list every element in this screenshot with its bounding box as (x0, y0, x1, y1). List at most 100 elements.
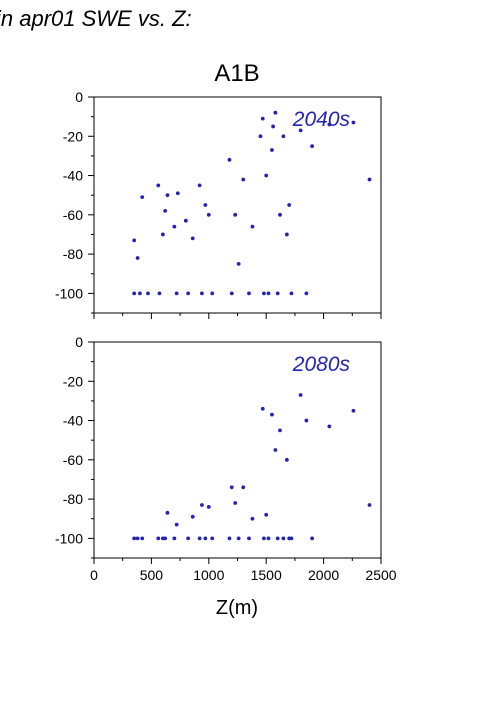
data-point (310, 536, 315, 541)
data-point (165, 193, 170, 198)
panel-2: 0 -20 -40 -60 -80 -100 2080s (55, 334, 382, 564)
data-point (304, 418, 309, 423)
data-point (262, 536, 266, 541)
data-point (172, 536, 177, 541)
data-point (278, 212, 282, 217)
data-point (175, 191, 180, 196)
panel-1: 0 -20 -40 -60 -80 -100 2040s (55, 89, 382, 319)
chart-title: A1B (214, 60, 259, 87)
panel-label: 2040s (292, 108, 351, 131)
data-point (310, 144, 315, 148)
y-tick-label: 0 (75, 334, 83, 350)
data-point (264, 512, 269, 517)
data-point (262, 291, 266, 296)
x-tick-label: 0 (90, 567, 98, 583)
data-point (351, 120, 356, 125)
data-point (258, 134, 263, 139)
data-point (140, 195, 145, 200)
x-tick-label: 1500 (251, 567, 282, 583)
y-tick-label: -80 (63, 246, 83, 262)
data-point (229, 485, 234, 490)
panel-label: 2080s (292, 353, 351, 376)
data-point (284, 457, 289, 462)
y-tick-label: -40 (63, 413, 83, 429)
data-point (157, 291, 162, 296)
data-point (174, 522, 179, 527)
data-point (367, 503, 372, 507)
data-point (190, 514, 195, 519)
data-point (367, 177, 372, 182)
data-point (236, 262, 241, 266)
data-point (233, 212, 238, 217)
data-point (156, 536, 161, 541)
data-point (289, 291, 294, 296)
data-point (327, 122, 332, 127)
y-tick-label: -40 (63, 168, 83, 184)
y-tick-label: -60 (63, 207, 83, 223)
data-point (250, 224, 255, 229)
y-tick-label: -80 (63, 491, 83, 507)
data-point (327, 424, 332, 429)
data-point (260, 116, 265, 121)
y-tick-label: 0 (75, 89, 83, 105)
data-point (278, 428, 282, 433)
data-point (236, 536, 241, 541)
data-point (132, 238, 137, 243)
y-tick-label: -20 (63, 128, 83, 144)
data-point (298, 393, 303, 397)
data-point (247, 291, 251, 296)
data-point (146, 291, 150, 296)
data-point (266, 291, 271, 296)
data-point (241, 485, 246, 490)
data-point (163, 536, 168, 541)
data-point (197, 536, 202, 541)
y-tick-label: -60 (63, 452, 83, 468)
data-point (186, 291, 191, 296)
data-point (206, 505, 211, 509)
data-point (289, 536, 294, 541)
data-point (197, 183, 202, 188)
data-point (247, 536, 251, 541)
data-point (270, 412, 274, 417)
y-tick-label: -100 (55, 530, 83, 546)
data-point (200, 291, 204, 296)
data-point (206, 212, 211, 217)
y-tick-label: -100 (55, 285, 83, 301)
data-point (174, 291, 179, 296)
data-point (287, 203, 292, 207)
data-point (132, 291, 137, 296)
x-tick-label: 2000 (308, 567, 339, 583)
data-point (140, 536, 145, 541)
data-point (281, 536, 286, 541)
data-point (163, 208, 168, 213)
data-point (351, 408, 356, 413)
data-point (156, 183, 161, 188)
data-point (241, 177, 246, 182)
data-point (260, 406, 265, 411)
x-axis-label: Z(m) (216, 597, 258, 619)
data-point (186, 536, 191, 541)
data-point (275, 536, 280, 541)
data-point (165, 510, 170, 515)
data-point (270, 148, 274, 152)
data-point (138, 291, 142, 296)
data-point (210, 536, 215, 541)
y-tick-label: -20 (63, 373, 83, 389)
data-point (210, 291, 215, 296)
data-point (284, 232, 289, 237)
x-tick-label: 2500 (365, 567, 396, 583)
data-point (281, 134, 286, 139)
page-heading: in apr01 SWE vs. Z: (0, 6, 192, 31)
data-point (203, 536, 208, 541)
data-point (266, 536, 271, 541)
data-point (227, 157, 232, 162)
x-tick-label: 500 (140, 567, 164, 583)
x-tick-label: 1000 (193, 567, 224, 583)
data-point (172, 224, 177, 229)
data-point (132, 536, 137, 541)
data-point (190, 236, 195, 241)
data-point (264, 173, 269, 178)
data-point (304, 291, 309, 296)
data-point (200, 503, 204, 507)
